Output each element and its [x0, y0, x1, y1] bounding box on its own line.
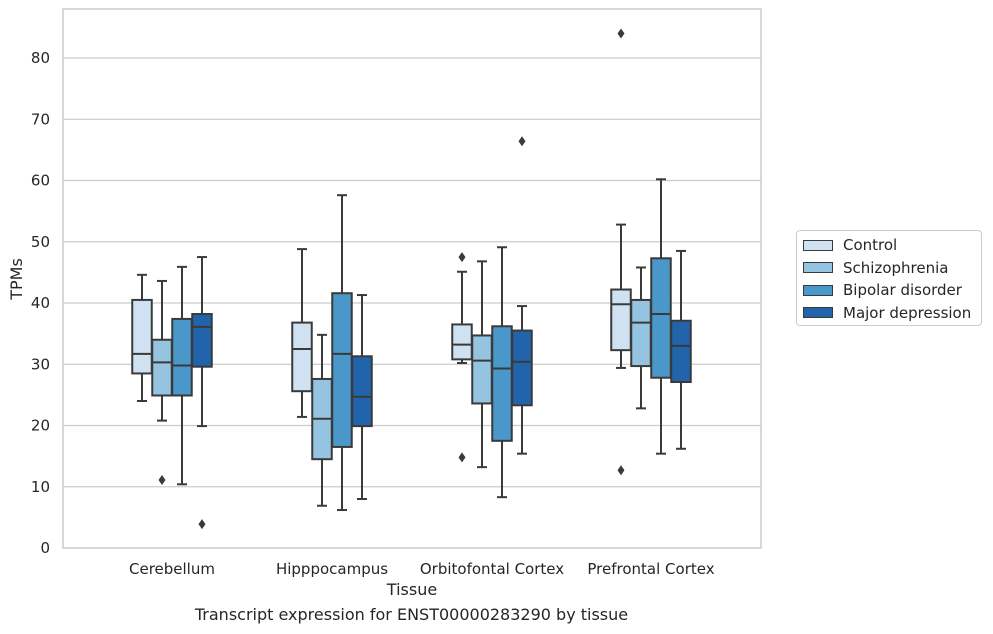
- legend-item: Bipolar disorder: [803, 280, 962, 300]
- y-tick-label: 70: [31, 110, 50, 128]
- box-series: [131, 28, 692, 530]
- x-tick-labels: Cerebellum Hipppocampus Orbitofontal Corte…: [129, 560, 715, 578]
- y-tick-label: 60: [31, 172, 50, 190]
- box-iqr: [650, 257, 672, 379]
- box-iqr: [131, 298, 153, 375]
- legend-item: Schizophrenia: [803, 258, 948, 278]
- legend-swatch: [803, 262, 833, 273]
- x-tick-label: Cerebellum: [129, 560, 215, 578]
- box-schizophrenia: [630, 266, 652, 410]
- box-iqr: [151, 338, 173, 397]
- legend: Control Schizophrenia Bipolar disorder Majo…: [796, 230, 982, 326]
- legend-swatch: [803, 307, 833, 318]
- x-tick-label: Orbitofontal Cortex: [420, 560, 564, 578]
- legend-label: Bipolar disorder: [843, 281, 962, 299]
- x-tick-label: Hipppocampus: [276, 560, 388, 578]
- box-major-depression: [670, 249, 692, 450]
- legend-item: Control: [803, 235, 897, 255]
- legend-label: Major depression: [843, 303, 972, 322]
- box-iqr: [630, 298, 652, 368]
- box-bipolar-disorder: [491, 246, 513, 499]
- y-tick-label: 40: [31, 294, 50, 312]
- box-bipolar-disorder: [331, 194, 353, 512]
- box-iqr: [351, 355, 373, 428]
- legend-swatch: [803, 284, 833, 296]
- box-control: [291, 248, 313, 418]
- box-schizophrenia: [311, 333, 333, 507]
- box-bipolar-disorder: [650, 178, 672, 455]
- plot-frame: [62, 8, 762, 549]
- box-iqr: [171, 317, 193, 397]
- box-control: [451, 252, 473, 463]
- y-tick-labels: 0 10 20 30 40 50 60 70 80: [31, 49, 50, 557]
- y-tick-label: 30: [31, 355, 50, 373]
- box-control: [610, 28, 632, 476]
- box-major-depression: [351, 294, 373, 500]
- box-iqr: [291, 321, 313, 393]
- outlier-point: [617, 28, 625, 39]
- x-axis-title: Tissue: [386, 580, 437, 599]
- y-tick-label: 80: [31, 49, 50, 67]
- legend-swatch: [803, 239, 833, 251]
- outlier-point: [458, 452, 466, 463]
- box-iqr: [191, 313, 213, 368]
- legend-label: Control: [843, 236, 898, 254]
- y-tick-label: 0: [40, 539, 50, 557]
- y-tick-label: 10: [31, 478, 50, 496]
- outlier-point: [617, 465, 625, 476]
- box-iqr: [471, 334, 493, 405]
- box-bipolar-disorder: [171, 265, 193, 486]
- box-major-depression: [191, 256, 213, 530]
- box-iqr: [670, 319, 692, 384]
- y-tick-label: 20: [31, 417, 50, 435]
- box-iqr: [451, 323, 473, 361]
- x-tick-label: Prefrontal Cortex: [587, 560, 714, 578]
- outlier-point: [518, 136, 526, 147]
- box-iqr: [610, 288, 632, 352]
- legend-item: Major depression: [803, 303, 971, 323]
- outlier-point: [158, 475, 166, 486]
- box-schizophrenia: [151, 279, 173, 486]
- box-iqr: [511, 329, 533, 407]
- box-major-depression: [511, 136, 533, 455]
- box-iqr: [331, 292, 353, 448]
- outlier-point: [198, 519, 206, 530]
- legend-label: Schizophrenia: [843, 258, 949, 277]
- box-iqr: [491, 325, 513, 442]
- chart-caption: Transcript expression for ENST0000028329…: [194, 605, 629, 624]
- y-tick-label: 50: [31, 233, 50, 251]
- box-control: [131, 273, 153, 402]
- box-schizophrenia: [471, 260, 493, 469]
- y-axis-title: TPMs: [7, 258, 26, 301]
- outlier-point: [458, 252, 466, 263]
